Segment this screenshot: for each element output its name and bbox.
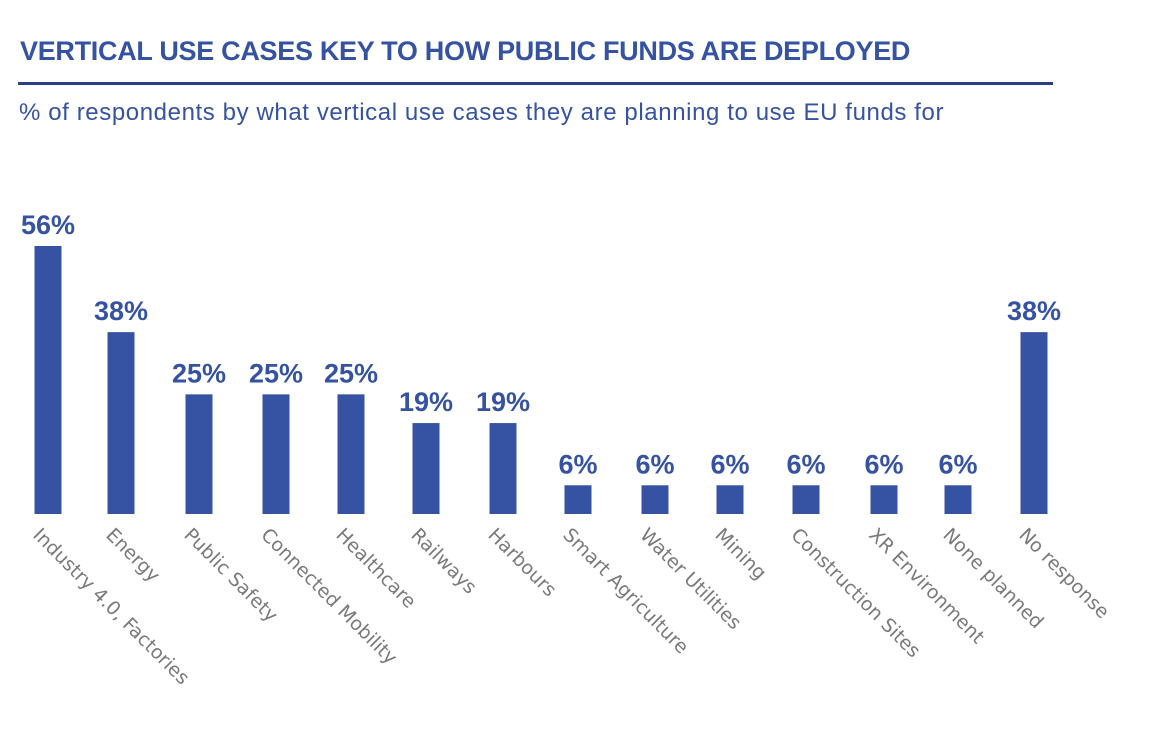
value-label: 6% (635, 449, 674, 479)
value-label: 25% (172, 358, 226, 388)
bar (337, 394, 365, 514)
bar (185, 394, 213, 514)
bar (107, 332, 135, 514)
value-label: 6% (710, 449, 749, 479)
category-label: Harbours (483, 524, 560, 601)
value-label: 56% (21, 210, 75, 240)
value-labels-group: 56% 38% 25% 25% 25% 19% 19% 6% 6% 6% 6% 6% 6% 38% (21, 210, 1061, 479)
value-label: 6% (864, 449, 903, 479)
bar (489, 423, 517, 514)
value-label: 19% (476, 387, 530, 417)
bar (262, 394, 290, 514)
bar (1020, 332, 1048, 514)
bar (564, 485, 592, 514)
bar (716, 485, 744, 514)
chart-subtitle: % of respondents by what vertical use ca… (19, 99, 945, 126)
bar (641, 485, 669, 514)
bar (870, 485, 898, 514)
value-label: 38% (94, 296, 148, 326)
category-label: Energy (101, 524, 164, 587)
bar (944, 485, 972, 514)
category-label: Mining (710, 524, 770, 584)
value-label: 6% (786, 449, 825, 479)
bars-group (34, 246, 1048, 514)
category-label: Railways (406, 524, 480, 598)
bar (412, 423, 440, 514)
value-label: 6% (558, 449, 597, 479)
value-label: 25% (324, 358, 378, 388)
bar (792, 485, 820, 514)
category-label: Connected Mobility (256, 524, 401, 669)
value-label: 19% (399, 387, 453, 417)
category-label: Smart Agriculture (558, 524, 692, 658)
title-divider (18, 82, 1053, 85)
value-label: 6% (938, 449, 977, 479)
chart-title: VERTICAL USE CASES KEY TO HOW PUBLIC FUN… (20, 36, 911, 66)
value-label: 25% (249, 358, 303, 388)
value-label: 38% (1007, 296, 1061, 326)
bar (34, 246, 62, 514)
category-label: Construction Sites (786, 524, 924, 662)
